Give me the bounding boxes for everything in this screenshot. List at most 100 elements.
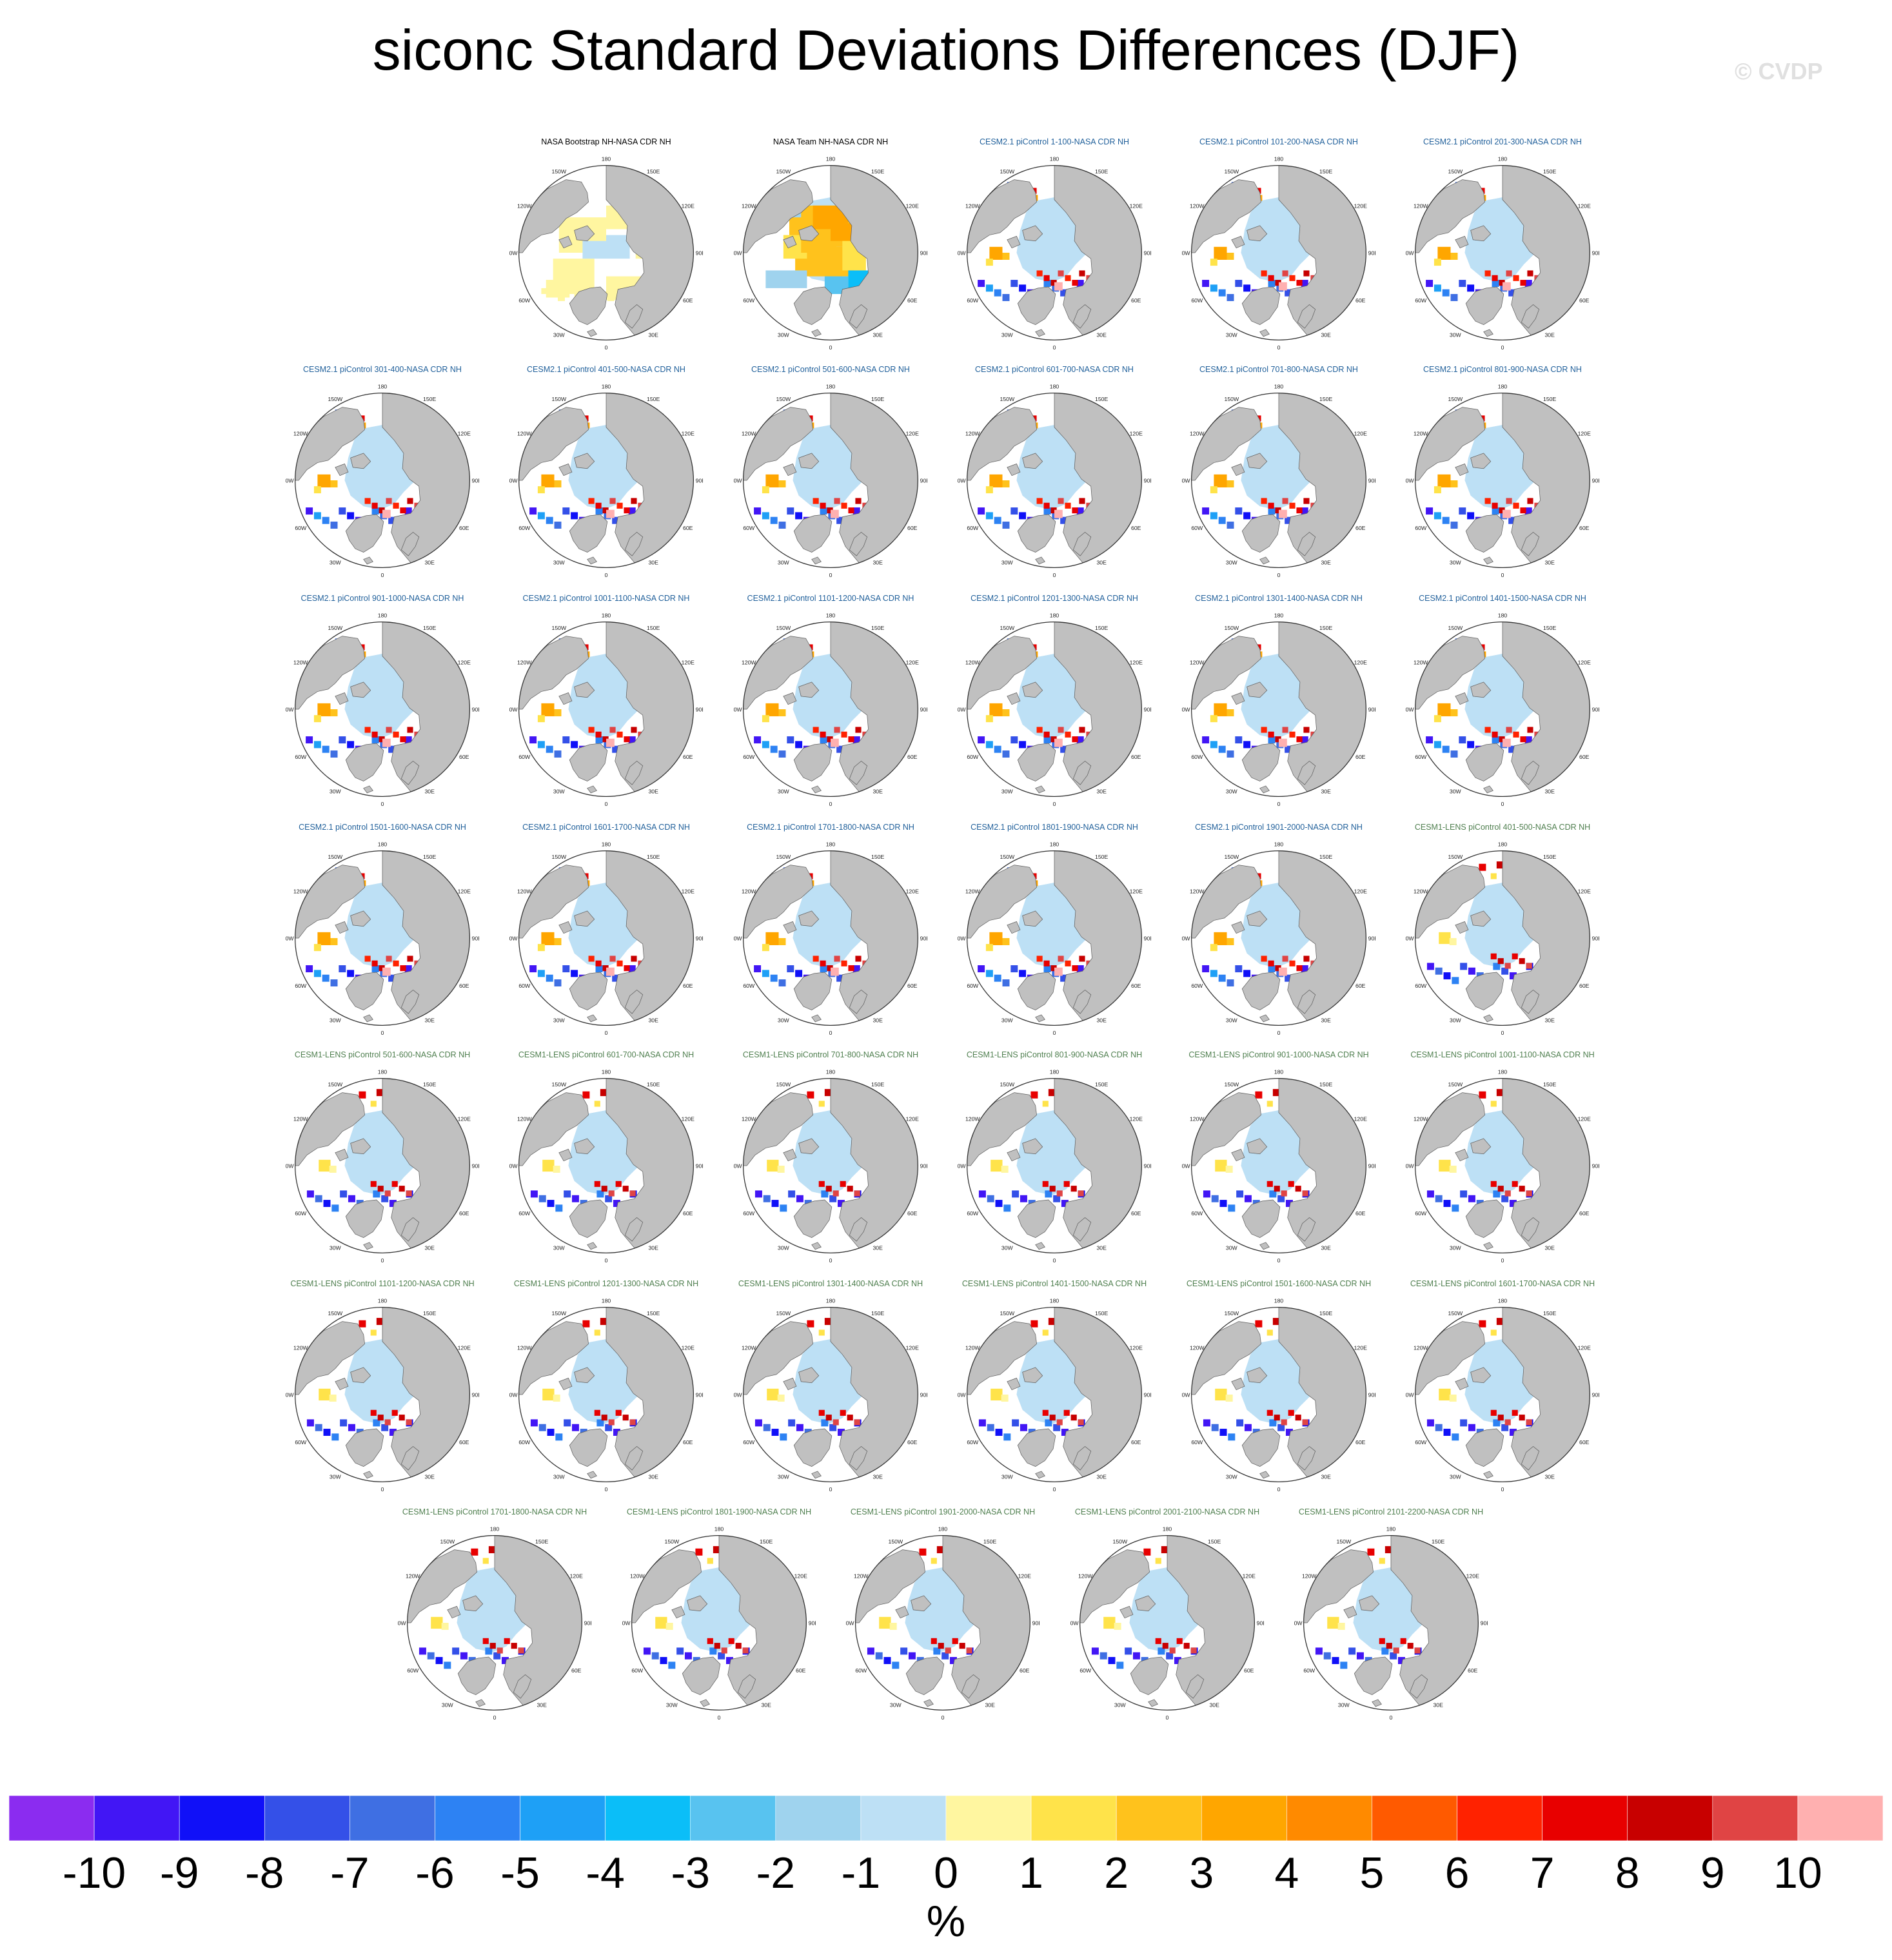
anomaly-cell (820, 731, 826, 738)
anomaly-cell (1183, 1643, 1190, 1649)
lon-label: 30W (330, 1473, 342, 1480)
anomaly-cell (1490, 873, 1497, 879)
lon-label: 60E (1355, 983, 1366, 989)
anomaly-cell (1049, 1415, 1056, 1421)
anomaly-cell (322, 974, 330, 982)
lon-label: 150W (1448, 168, 1463, 175)
land (1191, 865, 1261, 939)
map-border (518, 1306, 695, 1483)
anomaly-cell (1460, 963, 1468, 970)
anomaly-cell (836, 745, 844, 753)
anomaly-cell (1070, 1186, 1077, 1192)
colorbar-tick-label: 0 (934, 1848, 958, 1897)
lon-label: 90W (1182, 707, 1190, 713)
lon-label: 180 (1050, 1068, 1059, 1075)
anomaly-cell (1508, 516, 1516, 524)
land (363, 1242, 373, 1250)
map-panel: CESM2.1 piControl 1501-1600-NASA CDR NH 1… (286, 822, 479, 1048)
map-panel: CESM1-LENS piControl 501-600-NASA CDR NH… (286, 1050, 479, 1275)
lon-label: 0 (381, 1257, 384, 1264)
anomaly-cell (1386, 1643, 1392, 1649)
anomaly-cell (471, 1548, 478, 1556)
anomaly-cell (987, 1424, 994, 1431)
anomaly-cell (854, 1419, 860, 1426)
lon-label: 150W (1225, 1310, 1239, 1317)
map-panel: CESM1-LENS piControl 701-800-NASA CDR NH… (734, 1050, 927, 1275)
lon-label: 180 (378, 1068, 388, 1075)
anomaly-cell (530, 1190, 538, 1198)
lon-label: 30E (648, 788, 658, 794)
lon-label: 150E (871, 396, 884, 402)
polar-map: 180150E120E90E60E30E030W60W90W120W150W (1406, 155, 1599, 351)
anomaly-cell (377, 1186, 384, 1192)
lon-label: 120E (1354, 659, 1367, 665)
lon-label: 30W (890, 1701, 902, 1708)
land (1185, 1674, 1205, 1699)
anomaly-cell (501, 1657, 509, 1665)
polar-map: 180150E120E90E60E30E030W60W90W120W150W (286, 1297, 479, 1493)
panel-title: CESM2.1 piControl 1401-1500-NASA CDR NH (1419, 594, 1586, 603)
anomaly-cell (1002, 750, 1010, 758)
land (350, 681, 371, 698)
anomaly-cell (1484, 727, 1491, 733)
map-border (854, 1534, 1031, 1711)
anomaly-cell (612, 974, 620, 982)
panel-title: CESM1-LENS piControl 601-700-NASA CDR NH (518, 1050, 695, 1059)
land (1035, 785, 1045, 794)
anomaly-cell (1045, 1419, 1052, 1427)
anomaly-cell (1036, 498, 1043, 504)
land (345, 743, 384, 781)
anomaly-cell (1002, 979, 1010, 986)
lon-label: 150W (328, 396, 343, 402)
anomaly-cell (1479, 1091, 1486, 1099)
anomaly-cell (1281, 1419, 1287, 1426)
lon-label: 0 (1053, 572, 1056, 578)
land (793, 743, 833, 781)
anomaly-cell (1030, 1091, 1038, 1099)
lon-label: 90E (1592, 478, 1599, 484)
land (798, 453, 820, 469)
land (1007, 692, 1021, 705)
colorbar-swatch (1797, 1796, 1883, 1841)
panel-title: CESM1-LENS piControl 1001-1100-NASA CDR … (1410, 1050, 1595, 1059)
anomaly-cell (1143, 1548, 1151, 1556)
lon-label: 60E (1355, 1439, 1366, 1446)
anomaly-cell (1227, 522, 1234, 529)
land (1297, 1446, 1316, 1471)
lon-label: 90E (1481, 1620, 1488, 1627)
lon-label: 180 (1274, 1068, 1284, 1075)
anomaly-cell (370, 1181, 377, 1187)
anomaly-cell (995, 1429, 1003, 1436)
lon-label: 0 (1053, 344, 1056, 351)
anomaly-cell (1268, 507, 1276, 515)
anomaly-cell (1269, 1419, 1277, 1427)
anomaly-cell (485, 1647, 493, 1655)
land (1247, 681, 1268, 698)
land (1354, 1656, 1393, 1695)
lon-label: 30E (648, 1017, 658, 1023)
lon-label: 60E (1355, 754, 1366, 760)
anomaly-cell (482, 1558, 489, 1564)
anomaly-cell (602, 965, 609, 972)
panel-title: CESM2.1 piControl 501-600-NASA CDR NH (751, 365, 910, 374)
anomaly-cell (555, 1433, 563, 1441)
anomaly-cell (518, 1647, 524, 1654)
anomaly-cell (771, 1429, 779, 1436)
anomaly-cell (709, 1647, 717, 1655)
anomaly-cell (778, 750, 786, 758)
anomaly-cell (824, 1089, 832, 1097)
anomaly-cell (1244, 1195, 1252, 1202)
anomaly-cell (609, 727, 616, 733)
lon-label: 60E (459, 983, 469, 989)
anomaly-cell (1002, 522, 1010, 529)
lon-label: 120W (1414, 1344, 1428, 1351)
lon-label: 150E (871, 854, 884, 860)
lon-label: 60E (907, 754, 918, 760)
lon-label: 90W (509, 1392, 518, 1398)
anomaly-cell (713, 1546, 720, 1554)
anomaly-cell (825, 1186, 832, 1192)
anomaly-cell (537, 486, 545, 494)
map-border (1079, 1534, 1256, 1711)
anomaly-cell (1519, 1415, 1525, 1421)
land (295, 865, 365, 939)
